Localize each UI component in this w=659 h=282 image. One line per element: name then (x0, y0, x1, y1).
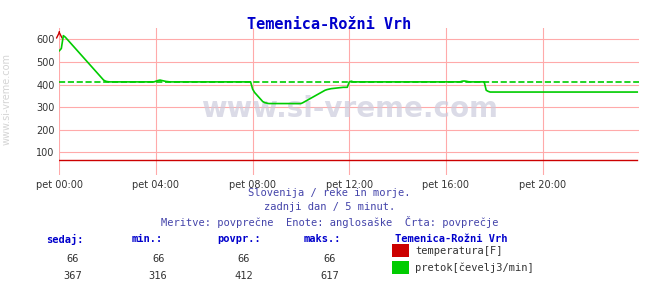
Text: 66: 66 (238, 254, 250, 264)
Text: 66: 66 (324, 254, 335, 264)
Text: min.:: min.: (132, 234, 163, 244)
Text: Temenica-Rožni Vrh: Temenica-Rožni Vrh (395, 234, 508, 244)
Text: povpr.:: povpr.: (217, 234, 261, 244)
Text: 316: 316 (149, 271, 167, 281)
Text: 412: 412 (235, 271, 253, 281)
Text: Temenica-Rožni Vrh: Temenica-Rožni Vrh (247, 17, 412, 32)
Text: sedaj:: sedaj: (46, 234, 84, 245)
Text: www.si-vreme.com: www.si-vreme.com (201, 95, 498, 123)
Text: pretok[čevelj3/min]: pretok[čevelj3/min] (415, 263, 534, 273)
Text: 66: 66 (152, 254, 164, 264)
Text: 617: 617 (320, 271, 339, 281)
Text: Slovenija / reke in morje.: Slovenija / reke in morje. (248, 188, 411, 197)
Text: Meritve: povprečne  Enote: anglosaške  Črta: povprečje: Meritve: povprečne Enote: anglosaške Črt… (161, 216, 498, 228)
Text: 66: 66 (67, 254, 78, 264)
Text: temperatura[F]: temperatura[F] (415, 246, 503, 256)
Text: maks.:: maks.: (303, 234, 341, 244)
Text: zadnji dan / 5 minut.: zadnji dan / 5 minut. (264, 202, 395, 212)
Text: www.si-vreme.com: www.si-vreme.com (1, 53, 12, 145)
Text: 367: 367 (63, 271, 82, 281)
